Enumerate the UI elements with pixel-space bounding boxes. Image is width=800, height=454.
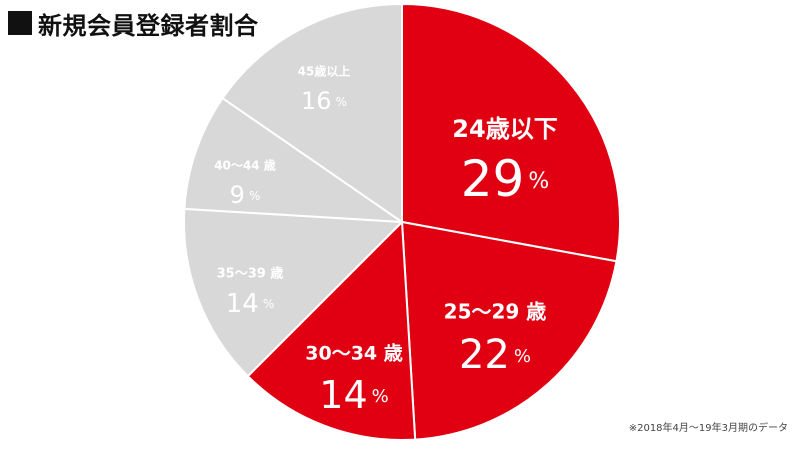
slice-45-over-value: 16%	[301, 87, 347, 115]
slice-25-29	[400, 220, 618, 441]
slice-40-44-value: 9%	[230, 181, 261, 209]
chart-title: 新規会員登録者割合	[8, 5, 259, 41]
slice-24-under	[401, 2, 621, 263]
slice-24-under-value: 29%	[461, 150, 550, 208]
square-bullet-icon	[8, 11, 32, 35]
footnote: ※2018年4月〜19年3月期のデータ	[628, 423, 788, 434]
slice-24-under-label: 24歳以下	[452, 115, 557, 143]
slice-30-34	[246, 219, 417, 441]
slice-45-over	[221, 2, 403, 224]
slice-25-29-label: 25〜29 歳	[444, 300, 547, 324]
slice-35-39	[183, 207, 405, 378]
slice-25-29-value: 22%	[459, 332, 531, 378]
slice-30-34-value: 14%	[319, 373, 388, 417]
chart-title-text: 新規会員登録者割合	[38, 11, 259, 40]
slice-35-39-label: 35〜39 歳	[217, 266, 284, 282]
slice-30-34-label: 30〜34 歳	[305, 343, 403, 365]
slice-35-39-value: 14%	[226, 289, 275, 319]
slice-45-over-label: 45歳以上	[298, 64, 351, 79]
slice-40-44	[183, 96, 406, 224]
slice-40-44-label: 40〜44 歳	[214, 158, 276, 173]
